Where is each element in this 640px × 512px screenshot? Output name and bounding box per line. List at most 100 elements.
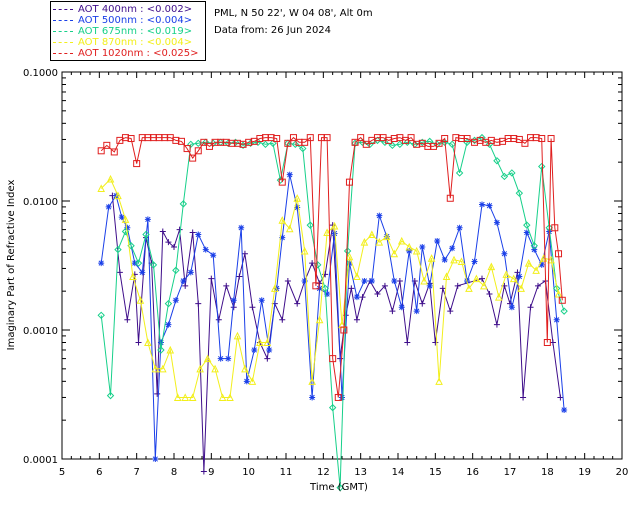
data-point [182,282,189,289]
data-point [157,339,164,346]
data-point [134,259,143,267]
data-point [455,169,464,177]
data-point [321,284,329,293]
data-point [226,393,234,401]
data-point [263,338,272,347]
data-point [480,281,488,290]
data-point [289,134,297,142]
data-point [97,311,105,320]
data-point [368,230,376,238]
data-point [419,300,426,307]
data-point [500,172,509,181]
data-point [339,394,345,401]
data-point [357,134,365,142]
data-point [196,364,204,373]
data-point [177,137,185,145]
x-tick-label: 5 [59,467,65,478]
site-info: PML, N 50 22', W 04 08', Alt 0m [214,8,373,19]
y-tick-label: 0.1000 [23,68,58,79]
data-point [114,191,122,200]
series-aot-500nm [98,171,568,462]
data-point [450,255,458,264]
data-point [258,297,265,304]
legend-item-1020nm: AOT 1020nm : <0.025> [53,48,198,59]
y-tick-label: 0.0100 [23,197,58,208]
data-point [348,285,355,292]
data-point [553,316,560,323]
data-point [217,355,224,362]
data-point [308,377,316,385]
data-point [152,456,159,462]
data-point [264,355,271,362]
data-point [135,339,142,346]
date-info: Data from: 26 Jun 2024 [214,25,332,36]
data-point [336,483,344,492]
data-point [340,326,348,334]
data-point [238,224,245,231]
data-point [172,266,180,275]
legend-swatch [53,41,73,43]
data-point [538,135,546,143]
data-point [361,277,368,284]
data-point [299,144,307,153]
data-point [501,250,508,257]
data-point [493,321,500,328]
data-point [558,296,566,304]
data-point [360,238,369,246]
data-point [218,393,227,401]
data-point [396,140,404,149]
legend-label: AOT 500nm : <0.004> [78,15,193,26]
legend-label: AOT 870nm : <0.004> [78,37,193,48]
y-tick-label: 0.0001 [23,455,58,466]
y-axis-title: Imaginary Part of Refractive Index [6,180,17,351]
data-point [278,216,287,224]
data-point [362,140,370,148]
data-point [551,224,559,232]
data-point [434,237,441,244]
data-point [330,221,339,230]
data-point [418,138,426,147]
data-point [158,364,167,373]
data-point [291,140,300,149]
data-point [114,245,122,254]
y-tick-label: 0.0010 [23,326,58,337]
legend-label: AOT 400nm : <0.002> [78,4,193,15]
data-point [446,194,454,202]
data-point [389,308,396,315]
data-point [233,331,242,340]
x-tick-label: 17 [504,467,517,478]
data-point [374,291,381,298]
data-point [554,289,563,298]
data-point [368,277,375,284]
data-point [397,236,406,245]
data-point [404,339,411,346]
data-point [521,139,529,147]
data-point [189,154,197,162]
x-tick-label: 7 [133,467,139,478]
data-point [121,215,130,223]
data-point [412,246,421,255]
data-point [353,272,361,280]
data-point [194,147,202,155]
data-point [248,377,257,385]
data-point [316,285,323,292]
data-point [106,391,115,400]
data-point [211,364,219,373]
data-point [243,378,250,385]
data-point [139,269,146,276]
data-point [543,339,551,347]
data-point [181,393,190,401]
data-point [249,304,256,311]
legend-swatch [53,52,73,54]
x-tick-label: 12 [317,467,330,478]
data-point [215,316,222,323]
data-point [441,256,448,263]
data-point [269,139,277,148]
data-point [426,137,434,146]
legend-label: AOT 675nm : <0.019> [78,26,193,37]
data-point [560,307,568,315]
data-point [442,272,451,280]
data-point [381,282,388,289]
data-point [351,138,359,146]
data-point [124,316,131,323]
